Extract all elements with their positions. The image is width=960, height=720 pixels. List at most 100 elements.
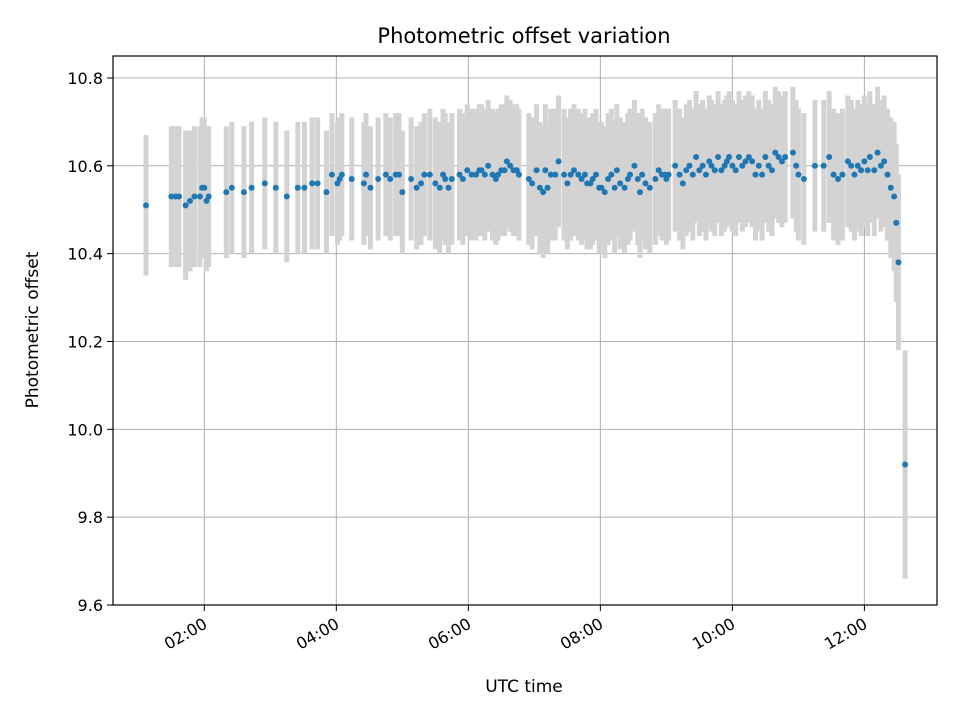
data-point	[201, 184, 208, 191]
data-point	[592, 171, 599, 178]
data-point	[891, 193, 898, 200]
data-point	[540, 189, 547, 196]
data-point	[839, 171, 846, 178]
data-point	[759, 171, 766, 178]
chart-title: Photometric offset variation	[377, 24, 670, 48]
data-point	[877, 162, 884, 169]
y-tick-label: 10.0	[67, 420, 103, 439]
data-point	[489, 171, 496, 178]
x-tick-label: 06:00	[425, 614, 474, 654]
data-point	[887, 184, 894, 191]
data-point	[570, 167, 577, 174]
data-point	[765, 162, 772, 169]
data-point	[223, 189, 230, 196]
data-point	[782, 154, 789, 161]
data-point	[309, 180, 316, 187]
data-point	[375, 175, 382, 182]
data-point	[399, 189, 406, 196]
data-point	[442, 175, 449, 182]
x-tick-label: 10:00	[689, 614, 738, 654]
data-point	[283, 193, 290, 200]
data-point	[708, 162, 715, 169]
data-point	[436, 184, 443, 191]
data-point	[382, 171, 389, 178]
data-point	[834, 175, 841, 182]
data-point	[418, 180, 425, 187]
data-point	[501, 167, 508, 174]
y-axis-ticks: 9.6 9.8 10.0 10.2 10.4 10.6 10.8	[67, 69, 113, 615]
data-point	[445, 184, 452, 191]
data-point	[396, 171, 403, 178]
y-tick-label: 10.2	[67, 332, 103, 351]
data-point	[902, 461, 909, 468]
data-point	[608, 171, 615, 178]
data-point	[143, 202, 150, 209]
data-point	[789, 149, 796, 156]
y-tick-label: 10.4	[67, 245, 103, 264]
data-point	[752, 171, 759, 178]
y-tick-label: 9.6	[78, 596, 103, 615]
data-point	[367, 184, 374, 191]
data-point	[464, 167, 471, 174]
data-point	[631, 162, 638, 169]
data-point	[732, 167, 739, 174]
data-point	[529, 180, 536, 187]
data-point	[689, 171, 696, 178]
data-point	[507, 162, 514, 169]
data-point	[272, 184, 279, 191]
data-point	[196, 193, 203, 200]
data-point	[515, 171, 522, 178]
x-tick-label: 02:00	[161, 614, 210, 654]
y-tick-label: 10.6	[67, 157, 103, 176]
data-point	[861, 158, 868, 165]
data-point	[745, 154, 752, 161]
data-point	[652, 175, 659, 182]
data-point	[448, 175, 455, 182]
data-point	[261, 180, 268, 187]
y-axis-label: Photometric offset	[23, 251, 43, 408]
data-point	[778, 158, 785, 165]
data-point	[639, 171, 646, 178]
data-point	[187, 197, 194, 204]
data-point	[575, 171, 582, 178]
data-point	[642, 180, 649, 187]
data-point	[854, 162, 861, 169]
data-point	[363, 171, 370, 178]
x-tick-label: 04:00	[293, 614, 342, 654]
data-point	[328, 171, 335, 178]
data-point	[871, 167, 878, 174]
data-point	[895, 259, 902, 266]
x-tick-label: 08:00	[557, 614, 606, 654]
data-point	[820, 162, 827, 169]
data-point	[735, 154, 742, 161]
data-point	[621, 184, 628, 191]
data-point	[858, 167, 865, 174]
data-point	[481, 171, 488, 178]
data-point	[542, 167, 549, 174]
data-point	[881, 158, 888, 165]
data-point	[567, 171, 574, 178]
data-point	[646, 184, 653, 191]
data-point	[793, 162, 800, 169]
data-point	[739, 162, 746, 169]
data-point	[636, 189, 643, 196]
y-tick-label: 10.8	[67, 69, 103, 88]
data-point	[468, 171, 475, 178]
data-point	[844, 158, 851, 165]
data-point	[617, 180, 624, 187]
data-point	[613, 167, 620, 174]
data-point	[696, 167, 703, 174]
data-point	[800, 175, 807, 182]
data-point	[432, 180, 439, 187]
data-point	[564, 180, 571, 187]
data-point	[679, 180, 686, 187]
data-point	[864, 167, 871, 174]
data-point	[581, 171, 588, 178]
data-point	[866, 154, 873, 161]
data-point	[686, 162, 693, 169]
data-point	[772, 149, 779, 156]
data-point	[360, 180, 367, 187]
data-point	[544, 184, 551, 191]
data-point	[248, 184, 255, 191]
data-point	[338, 171, 345, 178]
